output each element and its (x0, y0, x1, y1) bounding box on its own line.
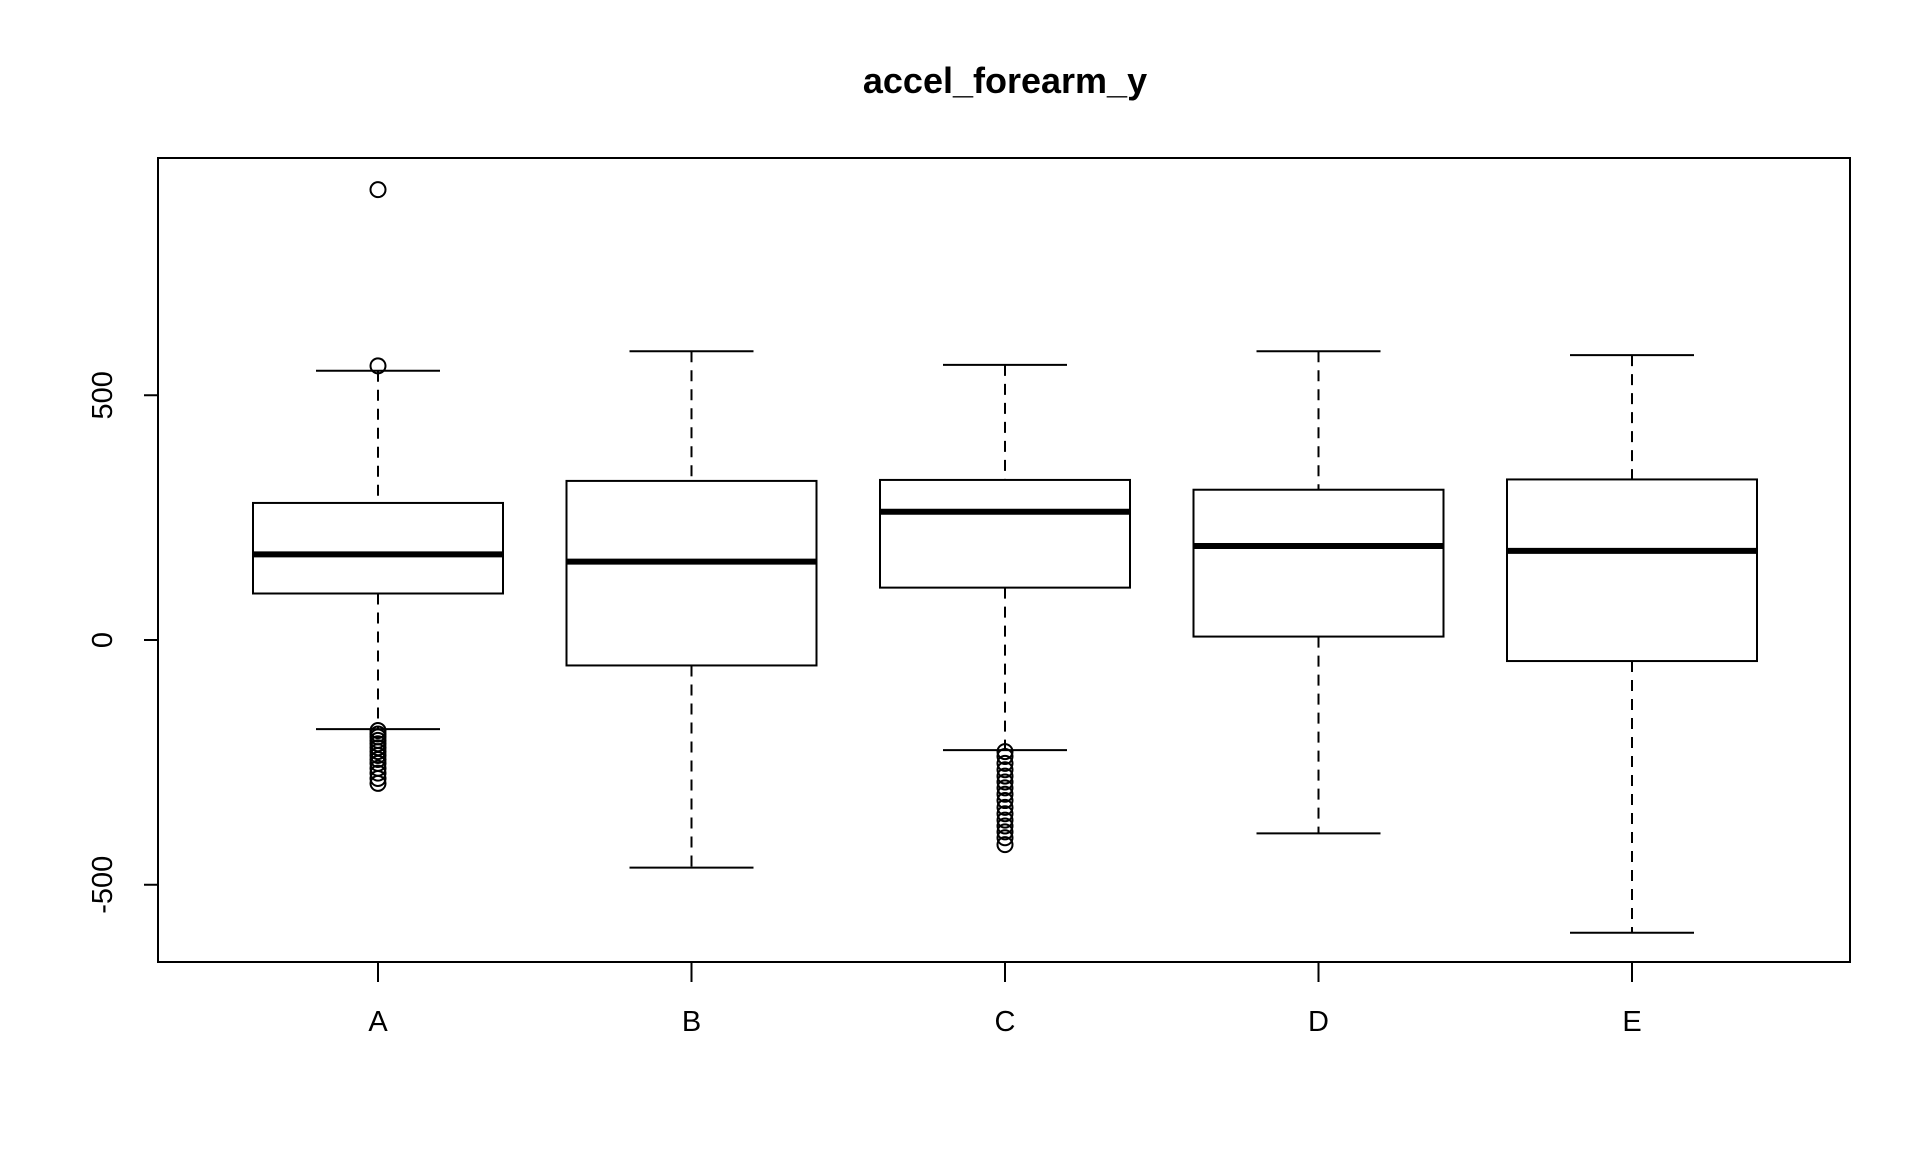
x-tick-label: A (368, 1006, 388, 1038)
box-C (879, 363, 1131, 854)
outlier-point (996, 743, 1014, 761)
box-E (1506, 354, 1758, 934)
box-A (252, 181, 504, 792)
chart-title: accel_forearm_y (863, 60, 1147, 101)
x-tick-label: E (1622, 1006, 1641, 1038)
outlier-point (996, 754, 1014, 772)
outlier-point (996, 836, 1014, 854)
iqr-box (252, 501, 504, 595)
outlier-point (996, 773, 1014, 791)
outlier-point (369, 764, 387, 782)
outlier-point (996, 785, 1014, 803)
outlier-point (996, 748, 1014, 766)
iqr-box (1506, 478, 1758, 663)
iqr-box (565, 479, 818, 667)
outlier-point (369, 770, 387, 788)
outlier-point (996, 817, 1014, 835)
outlier-point (369, 774, 387, 792)
outlier-point (369, 357, 387, 375)
box-B (565, 350, 818, 869)
box-D (1192, 350, 1445, 835)
outlier-point (996, 761, 1014, 779)
iqr-box (1192, 488, 1445, 638)
y-tick-label: -500 (87, 856, 119, 914)
outlier-point (996, 811, 1014, 829)
outlier-point (996, 792, 1014, 810)
y-axis: -500 0 500 (87, 371, 158, 914)
boxes-group (252, 181, 1758, 934)
y-tick-label: 500 (87, 371, 119, 419)
x-tick-label: D (1308, 1006, 1329, 1038)
outlier-point (369, 181, 387, 199)
iqr-box (879, 478, 1131, 589)
outlier-point (996, 779, 1014, 797)
outlier-point (996, 798, 1014, 816)
x-axis: A B C D E (368, 962, 1642, 1038)
x-tick-label: C (995, 1006, 1016, 1038)
outlier-point (996, 823, 1014, 841)
outlier-point (996, 805, 1014, 823)
x-tick-label: B (682, 1006, 701, 1038)
outlier-point (996, 767, 1014, 785)
y-tick-label: 0 (87, 632, 119, 648)
outlier-point (996, 829, 1014, 847)
